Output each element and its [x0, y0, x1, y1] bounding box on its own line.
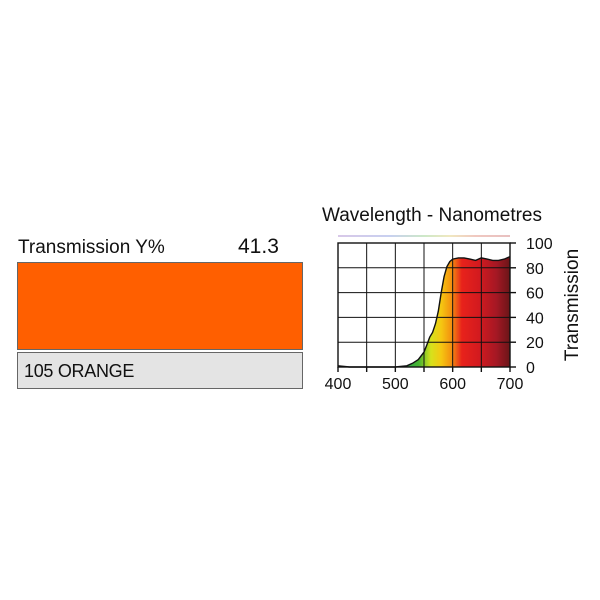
filter-name-bar: 105 ORANGE [17, 352, 303, 389]
y-tick-label: 20 [526, 335, 544, 352]
x-tick-label: 600 [439, 376, 466, 393]
y-tick-label: 40 [526, 310, 544, 327]
spectrum-strip [338, 235, 510, 237]
x-tick-label: 500 [382, 376, 409, 393]
y-tick-label: 0 [526, 360, 535, 377]
x-tick-label: 400 [325, 376, 352, 393]
filter-name: 105 ORANGE [24, 361, 135, 381]
transmission-area [338, 256, 510, 367]
chart-title: Wavelength - Nanometres [322, 205, 543, 226]
x-tick-label: 700 [497, 376, 524, 393]
color-swatch [17, 262, 303, 350]
transmission-value: 41.3 [238, 235, 279, 258]
y-tick-label: 60 [526, 286, 544, 303]
transmission-label: Transmission Y% [18, 237, 165, 258]
y-tick-label: 80 [526, 261, 544, 278]
y-axis-label: Transmission [562, 249, 583, 361]
y-tick-label: 100 [526, 236, 553, 253]
